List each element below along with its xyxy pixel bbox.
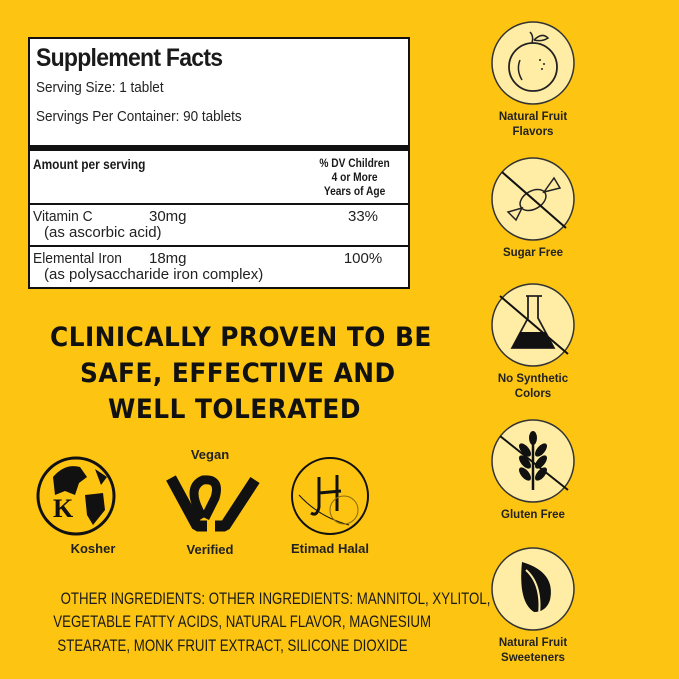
ingredients-line: OTHER INGREDIENTS: OTHER INGREDIENTS: MA… xyxy=(0,589,491,609)
headline-line: CLINICALLY PROVEN TO BE xyxy=(50,322,432,353)
ingredients-line: VEGETABLE FATTY ACIDS, NATURAL FLAVOR, M… xyxy=(0,612,464,632)
verified-label: Verified xyxy=(186,542,234,557)
nutrient-source: (as ascorbic acid) xyxy=(44,224,162,241)
no-candy-icon xyxy=(491,157,575,241)
no-flask-icon xyxy=(491,283,575,367)
vegan-label: Vegan xyxy=(190,447,230,462)
nutrient-dv: 100% xyxy=(343,250,383,267)
feature-natural-fruit-sweeteners: Natural Fruit Sweeteners xyxy=(473,546,593,666)
feature-label: No Synthetic xyxy=(497,373,569,385)
kosher-globe-icon: K xyxy=(36,456,116,536)
halal-icon xyxy=(291,457,369,535)
nutrient-amount: 30mg xyxy=(149,208,187,225)
no-wheat-icon xyxy=(491,419,575,503)
facts-title: Supplement Facts xyxy=(36,44,223,72)
ingredients-text: VEGETABLE FATTY ACIDS, NATURAL FLAVOR, M… xyxy=(53,612,432,631)
divider xyxy=(30,203,408,205)
nutrient-amount: 18mg xyxy=(149,250,187,267)
ingredients-text: STEARATE, MONK FRUIT EXTRACT, SILICONE D… xyxy=(56,636,408,655)
feature-sugar-free: Sugar Free xyxy=(473,156,593,261)
nutrient-source: (as polysaccharide iron complex) xyxy=(44,266,264,283)
vegan-verified-icon xyxy=(166,475,260,532)
feature-label: Natural Fruit xyxy=(498,637,568,649)
feature-label: Sweeteners xyxy=(501,652,565,664)
nutrient-name: Elemental Iron xyxy=(33,250,122,267)
feature-natural-fruit-flavors: Natural Fruit Flavors xyxy=(473,20,593,140)
dv-header-line: % DV Children xyxy=(319,156,390,170)
amount-header: Amount per serving xyxy=(33,156,146,172)
divider xyxy=(30,245,408,247)
ingredients-line: STEARATE, MONK FRUIT EXTRACT, SILICONE D… xyxy=(0,636,464,656)
nutrient-name: Vitamin C xyxy=(33,208,93,225)
leaf-icon xyxy=(491,547,575,631)
feature-label: Gluten Free xyxy=(501,509,565,521)
feature-label: Sugar Free xyxy=(502,247,564,259)
svg-text:K: K xyxy=(53,494,74,523)
serving-size: Serving Size: 1 tablet xyxy=(36,79,164,96)
headline-line: WELL TOLERATED xyxy=(108,394,361,425)
feature-gluten-free: Gluten Free xyxy=(473,418,593,523)
orange-fruit-icon xyxy=(491,21,575,105)
ingredients-text: OTHER INGREDIENTS: OTHER INGREDIENTS: MA… xyxy=(60,589,491,608)
thick-divider xyxy=(30,145,408,151)
supplement-facts-panel: Supplement Facts Serving Size: 1 tablet … xyxy=(28,37,410,289)
headline-line: SAFE, EFFECTIVE AND xyxy=(80,358,396,389)
feature-no-synthetic-colors: No Synthetic Colors xyxy=(473,282,593,402)
kosher-label: Kosher xyxy=(70,541,116,556)
dv-header-line: 4 or More xyxy=(331,170,378,184)
dv-header: % DV Children 4 or More Years of Age xyxy=(320,156,390,198)
halal-label: Etimad Halal xyxy=(290,541,370,556)
feature-label: Colors xyxy=(514,388,552,400)
servings-per-container: Servings Per Container: 90 tablets xyxy=(36,108,242,125)
dv-header-line: Years of Age xyxy=(324,184,386,198)
feature-label: Natural Fruit xyxy=(498,111,568,123)
feature-label: Flavors xyxy=(512,126,554,138)
nutrient-dv: 33% xyxy=(347,208,379,225)
